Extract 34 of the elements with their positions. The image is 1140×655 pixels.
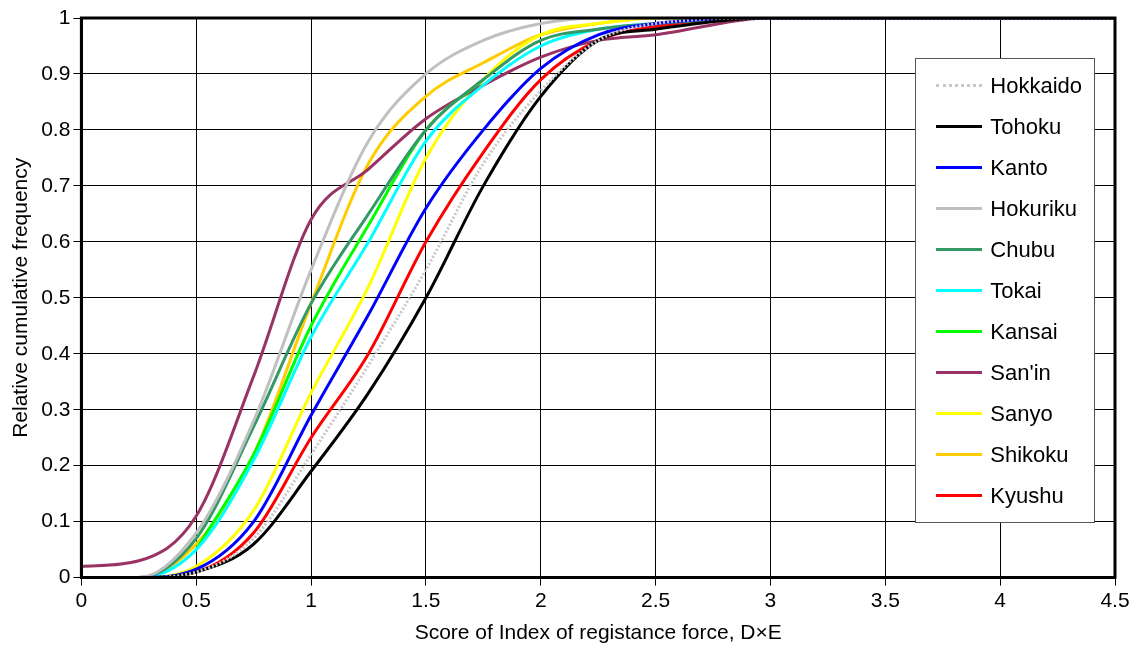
y-tick-label: 1 bbox=[58, 4, 71, 28]
y-tick-label: 0.7 bbox=[41, 172, 71, 196]
legend-label: Shikoku bbox=[990, 441, 1069, 468]
legend-label: Tokai bbox=[990, 277, 1042, 304]
y-tick-label: 0.1 bbox=[41, 508, 71, 532]
legend-label: Chubu bbox=[990, 236, 1056, 263]
y-tick-label: 0.8 bbox=[41, 116, 71, 140]
x-tick-label: 1 bbox=[305, 588, 317, 611]
y-tick-label: 0.5 bbox=[41, 284, 71, 308]
y-tick-label: 0.2 bbox=[41, 452, 71, 476]
x-tick-label: 4 bbox=[994, 588, 1007, 611]
legend-label: Kanto bbox=[990, 154, 1048, 181]
x-tick-label: 2.5 bbox=[641, 588, 671, 611]
legend-label: San'in bbox=[990, 359, 1051, 386]
x-axis-title: Score of Index of registance force, D×E bbox=[414, 620, 782, 644]
y-tick-label: 0.4 bbox=[41, 340, 71, 364]
y-tick-label: 0.3 bbox=[41, 396, 71, 420]
legend-label: Kansai bbox=[990, 318, 1058, 345]
y-tick-label: 0.9 bbox=[41, 60, 71, 84]
x-tick-label: 4.5 bbox=[1100, 588, 1130, 611]
legend-label: Kyushu bbox=[990, 482, 1064, 509]
legend-label: Hokkaido bbox=[990, 72, 1082, 99]
legend-label: Hokuriku bbox=[990, 195, 1078, 222]
x-tick-label: 3 bbox=[764, 588, 777, 611]
x-tick-label: 1.5 bbox=[411, 588, 441, 611]
x-tick-label: 0 bbox=[75, 588, 88, 611]
legend-label: Sanyo bbox=[990, 400, 1053, 427]
y-axis-title: Relative cumulative frequency bbox=[8, 157, 32, 438]
legend-label: Tohoku bbox=[990, 113, 1062, 140]
x-tick-label: 2 bbox=[534, 588, 547, 611]
x-tick-label: 3.5 bbox=[870, 588, 900, 611]
y-tick-label: 0 bbox=[58, 564, 71, 588]
x-tick-label: 0.5 bbox=[181, 588, 211, 611]
y-tick-label: 0.6 bbox=[41, 228, 71, 252]
